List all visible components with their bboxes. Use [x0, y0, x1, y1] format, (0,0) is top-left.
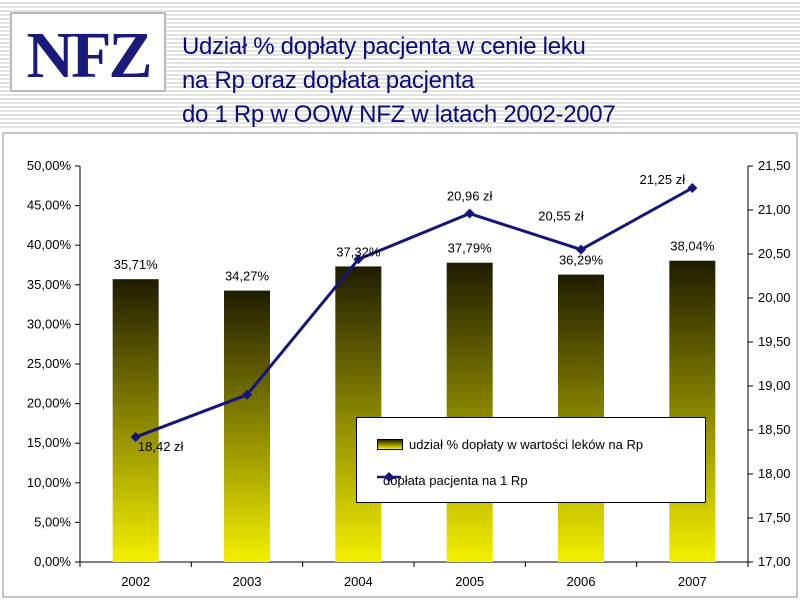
right-tick-label: 18,00: [758, 466, 791, 481]
line-series: [135, 186, 694, 439]
legend-bar-swatch: [377, 438, 403, 450]
bar-data-label: 38,04%: [670, 239, 715, 254]
left-tick-label: 15,00%: [27, 435, 72, 450]
x-tick-label: 2006: [567, 574, 596, 589]
left-tick-label: 50,00%: [27, 158, 72, 173]
slide-header: NFZ Udział % dopłaty pacjenta w cenie le…: [0, 0, 800, 130]
logo-letters: NFZ: [27, 19, 150, 90]
bar-data-label: 35,71%: [114, 257, 159, 272]
right-tick-label: 19,50: [758, 334, 791, 349]
bar: [446, 262, 493, 562]
nfz-logo-graphic: NFZ: [27, 19, 153, 92]
legend-line-swatch: [377, 472, 401, 482]
line-point: [130, 432, 141, 443]
left-tick-label: 45,00%: [27, 198, 72, 213]
line-point: [242, 389, 252, 400]
chart-area: 0,00% 5,00% 10,00% 15,00% 20,00% 25,00% 30,00%…: [0, 130, 800, 600]
line-data-label: 20,55 zł: [538, 209, 584, 224]
left-tick-label: 35,00%: [27, 277, 72, 292]
left-tick-label: 10,00%: [27, 475, 72, 490]
bar: [112, 279, 159, 562]
line-data-label: 20,96 zł: [447, 189, 493, 204]
left-tick-label: 25,00%: [27, 356, 72, 371]
x-tick-label: 2005: [455, 574, 484, 589]
line-point: [464, 208, 475, 219]
title-line-1: Udział % dopłaty pacjenta w cenie leku: [182, 33, 586, 60]
x-tick-label: 2007: [678, 574, 707, 589]
line-data-label: 18,42 zł: [138, 439, 184, 454]
x-tick-label: 2002: [121, 574, 150, 589]
x-tick-label: 2004: [344, 574, 373, 589]
chart-legend: udział % dopłaty w wartości leków na Rp …: [356, 417, 706, 503]
left-tick-label: 0,00%: [34, 554, 71, 569]
right-tick-label: 20,50: [758, 246, 791, 261]
title-line-3: do 1 Rp w OOW NFZ w latach 2002-2007: [182, 101, 616, 128]
bar: [669, 260, 716, 562]
line-data-label: 21,25 zł: [640, 172, 686, 187]
bar: [335, 266, 382, 562]
right-tick-label: 17,50: [758, 510, 791, 525]
right-tick-label: 21,50: [758, 158, 791, 173]
right-tick-label: 21,00: [758, 202, 791, 217]
left-tick-label: 30,00%: [27, 316, 72, 331]
right-tick-label: 20,00: [758, 290, 791, 305]
right-tick-label: 19,00: [758, 378, 791, 393]
bar-data-label: 34,27%: [225, 269, 270, 284]
legend-label-line: dopłata pacjenta na 1 Rp: [383, 472, 528, 488]
left-tick-label: 20,00%: [27, 396, 72, 411]
nfz-logo: NFZ: [10, 12, 166, 92]
left-tick-label: 40,00%: [27, 237, 72, 252]
bar-data-label: 36,29%: [559, 253, 604, 268]
right-tick-label: 17,00: [758, 554, 791, 569]
line-point: [687, 183, 698, 193]
combo-chart: 0,00% 5,00% 10,00% 15,00% 20,00% 25,00% 30,00%…: [2, 132, 798, 598]
legend-item-line: dopłata pacjenta na 1 Rp: [377, 470, 528, 490]
line-point: [353, 254, 364, 265]
legend-item-bars: udział % dopłaty w wartości leków na Rp: [377, 434, 643, 454]
left-tick-label: 5,00%: [34, 514, 71, 529]
right-tick-label: 18,50: [758, 422, 791, 437]
page-title: Udział % dopłaty pacjenta w cenie leku n…: [182, 30, 616, 132]
bar-data-label: 37,79%: [448, 241, 493, 256]
bar-data-label: 37,32%: [336, 244, 381, 259]
x-tick-label: 2003: [233, 574, 262, 589]
bar: [224, 290, 270, 562]
legend-label-bars: udział % dopłaty w wartości leków na Rp: [409, 436, 644, 452]
line-point: [576, 244, 586, 255]
title-line-2: na Rp oraz dopłata pacjenta: [182, 67, 475, 94]
